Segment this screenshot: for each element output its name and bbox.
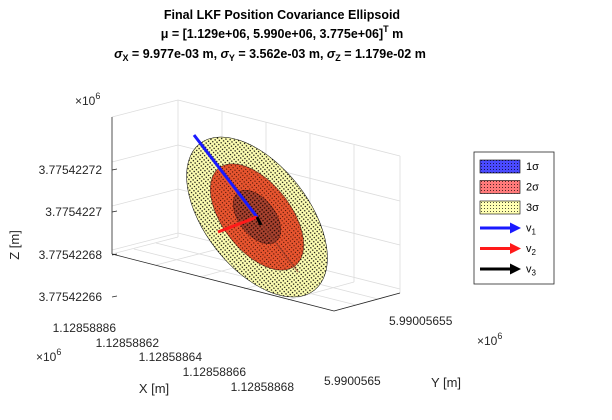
- grid-line: [111, 99, 179, 118]
- sigma-y-sub: Y: [229, 53, 235, 63]
- legend-label: 1σ: [526, 161, 539, 173]
- grid-line: [111, 232, 179, 251]
- sigma-x-glyph: σ: [114, 47, 123, 61]
- z-tick-mark: [111, 210, 118, 213]
- legend-items: 1σ 2σ 3σ v1 v2 v3: [479, 159, 539, 278]
- legend: 1σ 2σ 3σ v1 v2 v3: [473, 151, 555, 285]
- z-tick-label: 3.77542272: [39, 163, 103, 177]
- mean-transpose: T: [383, 24, 389, 34]
- z-exponent-label: ×106: [75, 91, 100, 108]
- x-tick-label: 1.12858866: [183, 365, 247, 379]
- y-axis-line: [333, 292, 401, 312]
- legend-box: [473, 151, 555, 285]
- axes-3d: 3.77542272 3.7754227 3.77542268 3.775422…: [7, 91, 502, 396]
- y-tick-label: 5.99005655: [389, 314, 453, 328]
- sigma-z-sub: Z: [335, 53, 341, 63]
- z-tick-label: 3.7754227: [45, 205, 102, 219]
- x-tick-label: 1.12858862: [96, 336, 160, 350]
- mean-line: μ = [1.129e+06, 5.990e+06, 3.775e+06]T m: [161, 24, 404, 41]
- grid-line: [111, 236, 179, 255]
- eigenvector-v2: [217, 215, 258, 234]
- grid-line: [177, 99, 401, 157]
- mean-unit: m: [389, 27, 404, 41]
- grid-line: [111, 144, 179, 163]
- legend-label: v3: [526, 264, 537, 278]
- x-tick-label: 1.12858868: [231, 380, 295, 394]
- z-ticks: 3.77542272 3.7754227 3.77542268 3.775422…: [39, 163, 118, 304]
- y-axis-label: Y [m]: [431, 375, 461, 390]
- sigma-y-glyph: σ: [221, 47, 230, 61]
- legend-label: 2σ: [526, 182, 539, 194]
- mean-text: μ = [1.129e+06, 5.990e+06, 3.775e+06]: [161, 27, 383, 41]
- grid-line: [111, 188, 179, 207]
- grid-line: [287, 281, 355, 301]
- legend-swatch-arrow-head: [510, 263, 521, 275]
- legend-swatch-dots: [480, 180, 520, 194]
- y-tick-label: 5.9900565: [324, 374, 381, 388]
- title-block: Final LKF Position Covariance Ellipsoid …: [114, 8, 426, 63]
- y-exponent-label: ×106: [477, 331, 502, 348]
- legend-item: v3: [480, 263, 537, 278]
- legend-swatch-arrow-head: [510, 222, 521, 234]
- eigenvector-v1: [192, 134, 259, 218]
- z-tick-mark: [111, 253, 118, 256]
- legend-label: 3σ: [526, 202, 539, 214]
- legend-label: v2: [526, 243, 537, 257]
- legend-item: 3σ: [479, 200, 539, 215]
- legend-swatch-dots: [480, 201, 520, 214]
- legend-label: v1: [526, 223, 537, 237]
- z-tick-label: 3.77542266: [39, 290, 103, 304]
- y-ticks: 5.99005655 5.9900565: [324, 314, 453, 388]
- eigenvector-v3: [255, 216, 263, 226]
- sigma-y-value: = 3.562e-03 m,: [235, 47, 327, 61]
- x-axis-label: X [m]: [139, 381, 169, 396]
- x-ticks: 1.12858886 1.12858862 1.12858864 1.12858…: [53, 321, 295, 394]
- legend-swatch-dots: [480, 160, 520, 173]
- eigenvectors: [192, 134, 263, 234]
- sigma-z-value: = 1.179e-02 m: [341, 47, 426, 61]
- sigma-x-sub: X: [122, 53, 128, 63]
- sigma-x-value: = 9.977e-03 m,: [128, 47, 220, 61]
- z-tick-mark: [111, 168, 118, 171]
- x-exponent-label: ×106: [36, 347, 61, 364]
- z-tick-label: 3.77542268: [39, 248, 103, 262]
- legend-swatch-arrow-head: [510, 243, 521, 254]
- legend-item: 1σ: [479, 159, 539, 174]
- x-tick-label: 1.12858864: [139, 350, 203, 364]
- grid-line: [155, 247, 223, 266]
- x-tick-label: 1.12858886: [53, 321, 117, 335]
- z-axis-label: Z [m]: [7, 230, 22, 260]
- legend-item: 2σ: [479, 180, 539, 194]
- sigma-line: σX = 9.977e-03 m, σY = 3.562e-03 m, σZ =…: [114, 47, 426, 63]
- sigma-z-glyph: σ: [327, 47, 336, 61]
- legend-item: v1: [480, 222, 537, 237]
- chart-title: Final LKF Position Covariance Ellipsoid: [164, 8, 400, 22]
- x-axis-line: [111, 253, 335, 312]
- z-tick-mark: [111, 295, 118, 298]
- legend-item: v2: [480, 243, 537, 257]
